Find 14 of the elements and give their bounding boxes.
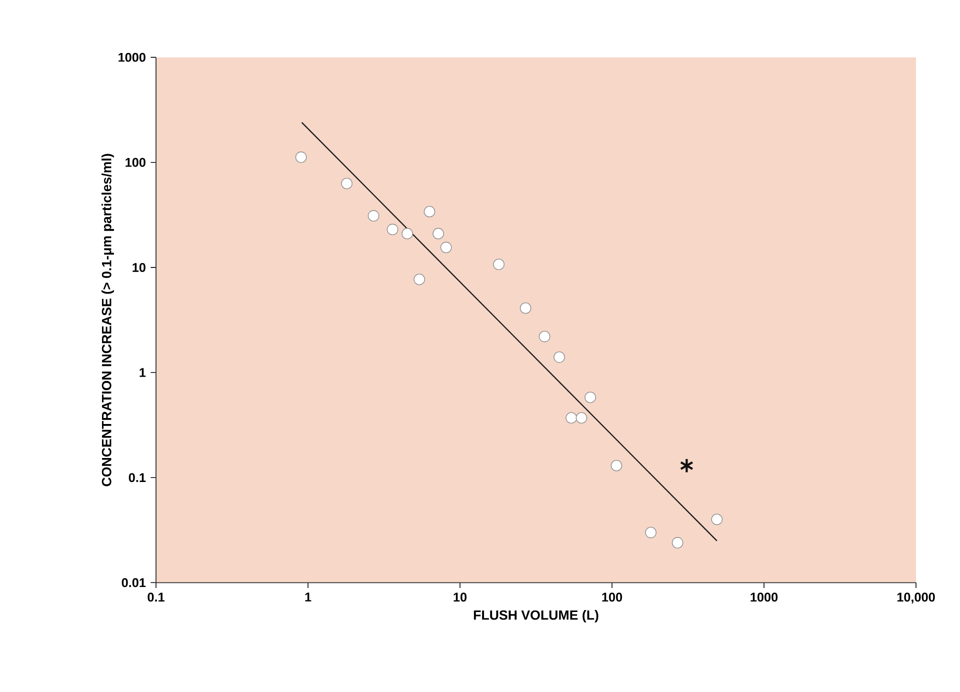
x-tick-label: 0.1 xyxy=(148,592,164,602)
y-tick-label: 1000 xyxy=(118,52,146,62)
x-tick-label: 1000 xyxy=(750,592,778,602)
x-tick-label: 10 xyxy=(454,592,467,602)
x-tick-label: 1 xyxy=(305,592,312,602)
x-axis-title: FLUSH VOLUME (L) xyxy=(474,610,598,622)
y-tick-label: 10 xyxy=(132,262,146,272)
x-tick-label: 100 xyxy=(602,592,622,602)
y-tick-label: 0.01 xyxy=(122,578,146,588)
x-tick-label: 10,000 xyxy=(897,592,935,604)
y-tick-label: 100 xyxy=(126,158,146,167)
y-tick-label: 0.1 xyxy=(128,473,146,482)
y-axis-title: CONCENTRATION INCREASE (> 0.1-μm particles/ml) xyxy=(102,154,114,486)
y-tick-label: 1 xyxy=(140,368,146,377)
